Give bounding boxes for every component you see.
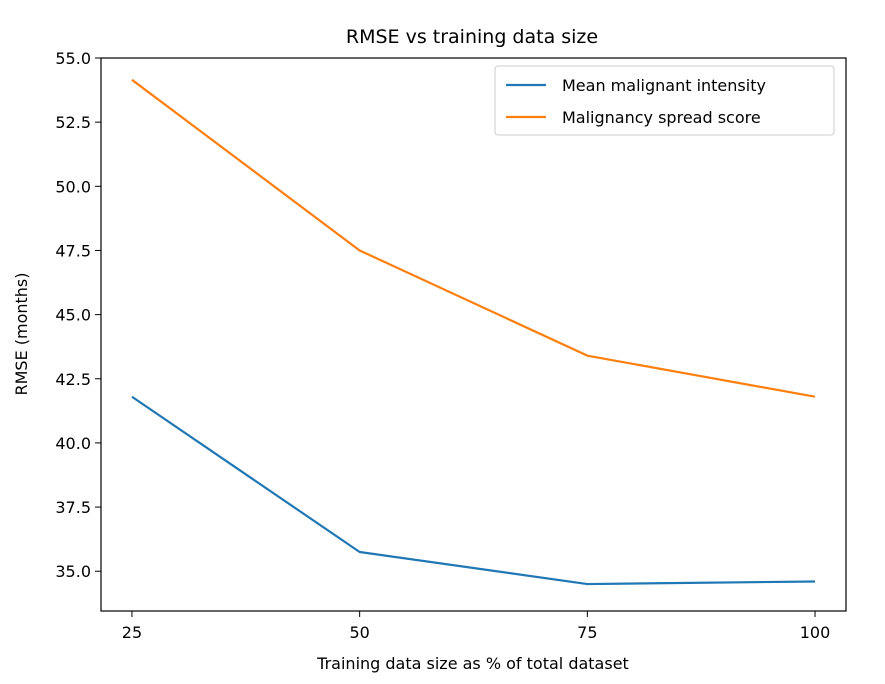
x-tick-label: 75	[577, 623, 597, 642]
x-axis-label: Training data size as % of total dataset	[316, 654, 629, 673]
y-tick-label: 37.5	[55, 498, 91, 517]
y-tick-label: 47.5	[55, 241, 91, 260]
y-axis-label: RMSE (months)	[12, 272, 31, 395]
plot-frame	[100, 57, 847, 612]
legend-label-1: Mean malignant intensity	[562, 76, 766, 95]
y-tick-label: 55.0	[55, 49, 91, 68]
series-line-1	[131, 395, 816, 586]
x-axis-ticks: 25 50 75 100	[122, 611, 831, 642]
plot-lines	[131, 78, 816, 586]
x-tick-label: 100	[800, 623, 831, 642]
chart-title: RMSE vs training data size	[346, 26, 598, 48]
y-tick-label: 52.5	[55, 113, 91, 132]
legend-label-2: Malignancy spread score	[562, 108, 761, 127]
legend: Mean malignant intensity Malignancy sprea…	[494, 65, 835, 136]
y-axis-ticks: 35.0 37.5 40.0 42.5 45.0 47.5 50.0 52.5 55.0	[55, 49, 101, 581]
series-line-2	[131, 78, 816, 398]
y-tick-label: 50.0	[55, 177, 91, 196]
legend-box	[494, 65, 835, 136]
y-tick-label: 42.5	[55, 370, 91, 389]
x-tick-label: 25	[122, 623, 142, 642]
y-tick-label: 35.0	[55, 562, 91, 581]
x-tick-label: 50	[349, 623, 369, 642]
y-tick-label: 40.0	[55, 434, 91, 453]
y-tick-label: 45.0	[55, 306, 91, 325]
